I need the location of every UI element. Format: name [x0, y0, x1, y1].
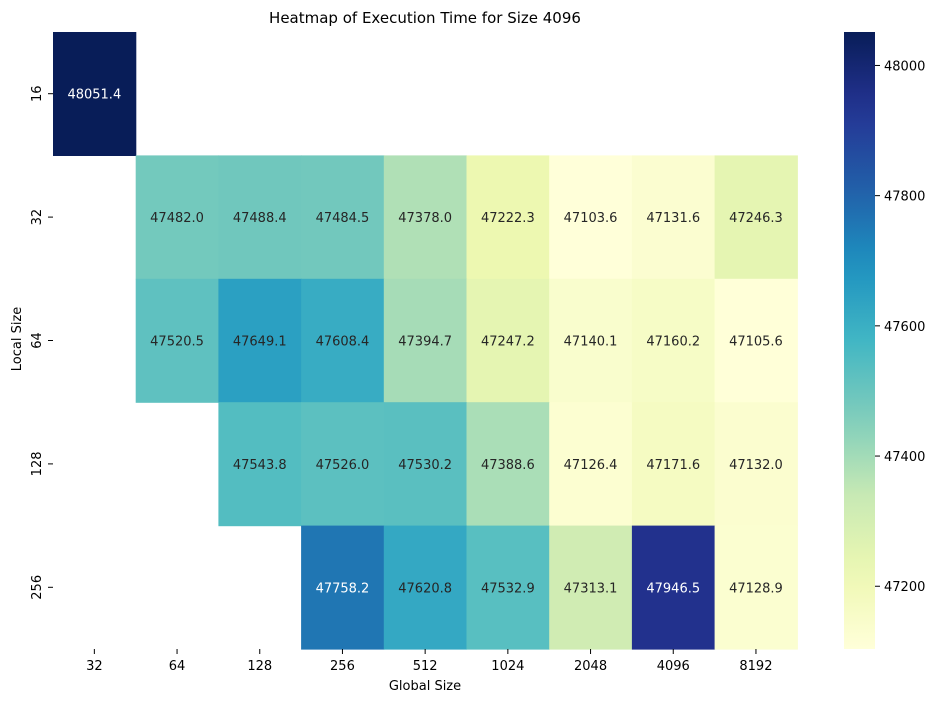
heatmap-cell [714, 525, 798, 650]
heatmap-cell [549, 525, 633, 650]
heatmap-cell [135, 278, 219, 403]
cell-value-label: 47171.6 [646, 458, 700, 473]
heatmap-cell [714, 155, 798, 280]
colorbar-tick-label: 47800 [884, 190, 925, 205]
cell-value-label: 47388.6 [481, 458, 535, 473]
cell-value-label: 47246.3 [729, 211, 783, 226]
heatmap-cell [549, 402, 633, 527]
cell-value-label: 47313.1 [564, 581, 618, 596]
heatmap-cell [218, 155, 302, 280]
cell-value-label: 47482.0 [150, 211, 204, 226]
heatmap-cell [549, 155, 633, 280]
cell-value-label: 47222.3 [481, 211, 535, 226]
colorbar-gradient [844, 32, 875, 649]
cell-value-label: 47532.9 [481, 581, 535, 596]
cell-value-label: 47132.0 [729, 458, 783, 473]
colorbar-tick-label: 48000 [884, 59, 925, 74]
cell-value-label: 47160.2 [646, 335, 700, 350]
x-tick-label: 256 [330, 659, 355, 674]
y-tick-label: 32 [30, 209, 45, 226]
cell-value-label: 47128.9 [729, 581, 783, 596]
x-tick-label: 1024 [491, 659, 524, 674]
heatmap-cell [631, 402, 716, 527]
heatmap-cell [631, 155, 716, 280]
x-tick-label: 512 [413, 659, 438, 674]
heatmap-cells: 48051.4 47482.0 47488.4 47484.5 47378.0 47222… [53, 32, 798, 650]
cell-value-label: 47126.4 [564, 458, 618, 473]
heatmap-cell [466, 278, 550, 403]
heatmap-cell [301, 402, 385, 527]
chart-title: Heatmap of Execution Time for Size 4096 [269, 9, 581, 27]
heatmap-cell [714, 278, 798, 403]
x-axis: 32 64 128 256 512 1024 2048 4096 8192 [86, 649, 772, 674]
heatmap-cell [466, 155, 550, 280]
heatmap-cell [383, 525, 468, 650]
colorbar-tick-label: 47400 [884, 450, 925, 465]
cell-value-label: 47526.0 [316, 458, 370, 473]
heatmap-cell [466, 402, 550, 527]
x-tick-label: 32 [86, 659, 103, 674]
cell-value-label: 47140.1 [564, 335, 618, 350]
x-tick-label: 64 [169, 659, 186, 674]
cell-value-label: 47103.6 [564, 211, 618, 226]
heatmap-cell [53, 32, 137, 156]
heatmap-cell [218, 402, 302, 527]
colorbar-tick-label: 47200 [884, 580, 925, 595]
cell-value-label: 48051.4 [67, 88, 121, 103]
heatmap-cell [301, 155, 385, 280]
heatmap-cell [218, 278, 302, 403]
x-axis-label: Global Size [389, 679, 461, 694]
x-tick-label: 8192 [739, 659, 772, 674]
colorbar: 47200 47400 47600 47800 48000 [844, 32, 925, 649]
x-tick-label: 4096 [657, 659, 690, 674]
cell-value-label: 47520.5 [150, 335, 204, 350]
heatmap-cell [549, 278, 633, 403]
cell-value-label: 47543.8 [233, 458, 287, 473]
heatmap-cell [301, 278, 385, 403]
y-axis-label: Local Size [10, 307, 25, 372]
cell-value-label: 47105.6 [729, 335, 783, 350]
heatmap-cell [383, 155, 468, 280]
x-tick-label: 2048 [574, 659, 607, 674]
cell-value-label: 47131.6 [646, 211, 700, 226]
heatmap-cell [383, 278, 468, 403]
colorbar-tick-label: 47600 [884, 320, 925, 335]
cell-value-label: 47758.2 [316, 581, 370, 596]
heatmap-cell [383, 402, 468, 527]
cell-value-label: 47620.8 [398, 581, 452, 596]
y-tick-label: 64 [30, 332, 45, 349]
x-tick-label: 128 [247, 659, 272, 674]
y-axis: 16 32 64 128 256 [30, 85, 53, 600]
cell-value-label: 47649.1 [233, 335, 287, 350]
y-tick-label: 128 [30, 451, 45, 476]
cell-value-label: 47484.5 [316, 211, 370, 226]
heatmap-cell [631, 525, 716, 650]
cell-value-label: 47946.5 [646, 581, 700, 596]
cell-value-label: 47378.0 [398, 211, 452, 226]
heatmap-cell [631, 278, 716, 403]
heatmap-cell [466, 525, 550, 650]
y-tick-label: 16 [30, 85, 45, 102]
cell-value-label: 47247.2 [481, 335, 535, 350]
heatmap-cell [135, 155, 219, 280]
heatmap-cell [301, 525, 385, 650]
y-tick-label: 256 [30, 575, 45, 600]
cell-value-label: 47608.4 [316, 335, 370, 350]
cell-value-label: 47488.4 [233, 211, 287, 226]
cell-value-label: 47394.7 [398, 335, 452, 350]
cell-value-label: 47530.2 [398, 458, 452, 473]
heatmap-cell [714, 402, 798, 527]
